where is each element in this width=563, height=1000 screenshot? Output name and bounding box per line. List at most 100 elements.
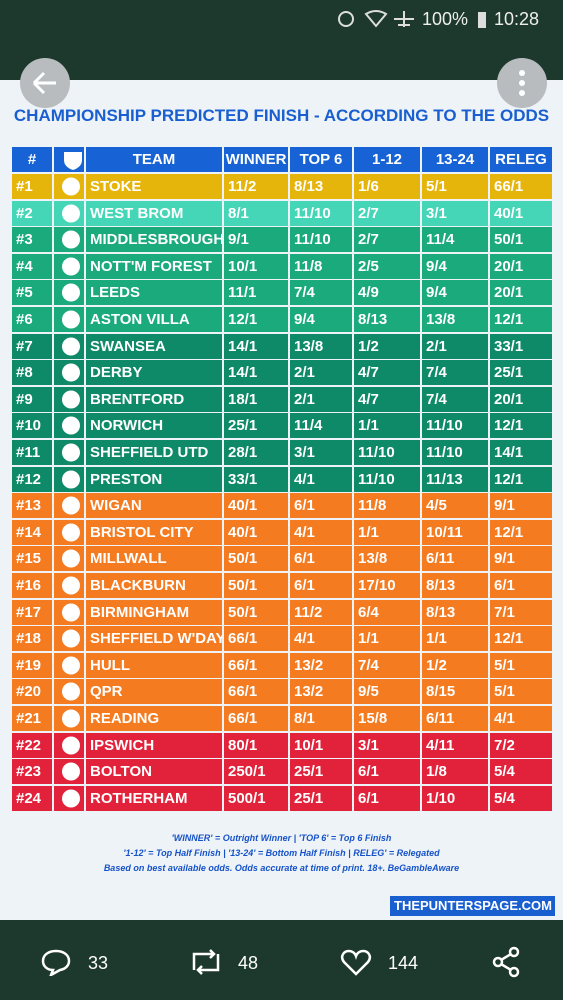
odds: 13/8 [354,546,420,572]
retweet-icon[interactable] [188,948,224,976]
share-icon[interactable] [490,946,522,978]
odds: 11/8 [290,253,352,279]
team-name: BLACKBURN [86,573,222,598]
odds: 1/2 [354,333,420,359]
odds: 11/8 [354,493,420,519]
odds: 11/1 [224,280,288,306]
odds: 8/15 [422,679,488,705]
rank: #16 [12,573,52,598]
odds: 13/8 [422,307,488,332]
header-cell: RELEG [490,147,552,172]
menu-button[interactable] [497,58,547,108]
odds: 7/4 [422,386,488,412]
odds: 28/1 [224,440,288,465]
team-name: BOLTON [86,759,222,785]
odds: 5/1 [422,174,488,199]
rank: #20 [12,679,52,705]
odds: 1/1 [354,626,420,652]
header-cell: TEAM [86,147,222,172]
rank: #13 [12,493,52,519]
rank: #15 [12,546,52,572]
crest [54,759,84,785]
odds: 66/1 [224,652,288,678]
odds: 250/1 [224,759,288,785]
crest [54,386,84,412]
odds: 11/10 [354,466,420,492]
odds: 4/9 [354,280,420,306]
odds: 11/4 [290,413,352,439]
team-name: BRENTFORD [86,386,222,412]
odds: 11/10 [290,227,352,253]
odds: 18/1 [224,386,288,412]
rank: #3 [12,227,52,253]
odds: 1/1 [354,413,420,439]
team-name: READING [86,706,222,731]
odds: 8/1 [290,706,352,731]
odds: 11/10 [290,200,352,226]
odds: 25/1 [290,759,352,785]
rank: #7 [12,333,52,359]
odds: 10/1 [224,253,288,279]
odds: 7/4 [290,280,352,306]
crest [54,546,84,572]
odds: 11/2 [224,174,288,199]
odds: 11/10 [354,440,420,465]
odds: 10/11 [422,519,488,545]
odds: 4/1 [490,706,552,731]
odds: 12/1 [490,307,552,332]
odds: 1/8 [422,759,488,785]
odds: 17/10 [354,573,420,598]
header-cell: TOP 6 [290,147,352,172]
rank: #6 [12,307,52,332]
odds: 9/1 [490,493,552,519]
odds: 9/1 [490,546,552,572]
footnote: '1-12' = Top Half Finish | '13-24' = Bot… [123,848,440,858]
odds: 40/1 [224,493,288,519]
retweet-count: 48 [238,953,259,973]
odds: 2/7 [354,227,420,253]
odds: 4/7 [354,386,420,412]
odds: 33/1 [490,333,552,359]
rank: #18 [12,626,52,652]
team-name: WEST BROM [86,200,222,226]
rank: #17 [12,599,52,625]
back-button[interactable] [20,58,70,108]
odds: 7/4 [354,652,420,678]
odds: 15/8 [354,706,420,731]
odds: 80/1 [224,732,288,758]
rank: #10 [12,413,52,439]
odds: 4/1 [290,519,352,545]
team-name: PRESTON [86,466,222,492]
odds: 20/1 [490,386,552,412]
odds: 2/1 [422,333,488,359]
odds: 6/1 [290,493,352,519]
reply-count: 33 [88,953,109,973]
odds: 33/1 [224,466,288,492]
odds: 11/10 [422,440,488,465]
team-name: LEEDS [86,280,222,306]
crest [54,626,84,652]
odds: 2/1 [290,386,352,412]
crest [54,493,84,519]
like-icon[interactable] [340,948,372,976]
rank: #23 [12,759,52,785]
odds: 500/1 [224,785,288,811]
crest [54,573,84,598]
team-name: HULL [86,652,222,678]
crest [54,280,84,306]
reply-icon[interactable] [40,948,72,976]
odds: 1/10 [422,785,488,811]
odds: 50/1 [224,599,288,625]
crest-header [54,147,84,172]
crest [54,200,84,226]
action-bar [0,920,563,1000]
rank: #24 [12,785,52,811]
team-name: WIGAN [86,493,222,519]
odds: 13/2 [290,679,352,705]
rank: #19 [12,652,52,678]
team-name: ROTHERHAM [86,785,222,811]
brand: THEPUNTERSPAGE.COM [390,896,555,916]
battery: 100% [422,9,469,29]
odds: 66/1 [224,679,288,705]
